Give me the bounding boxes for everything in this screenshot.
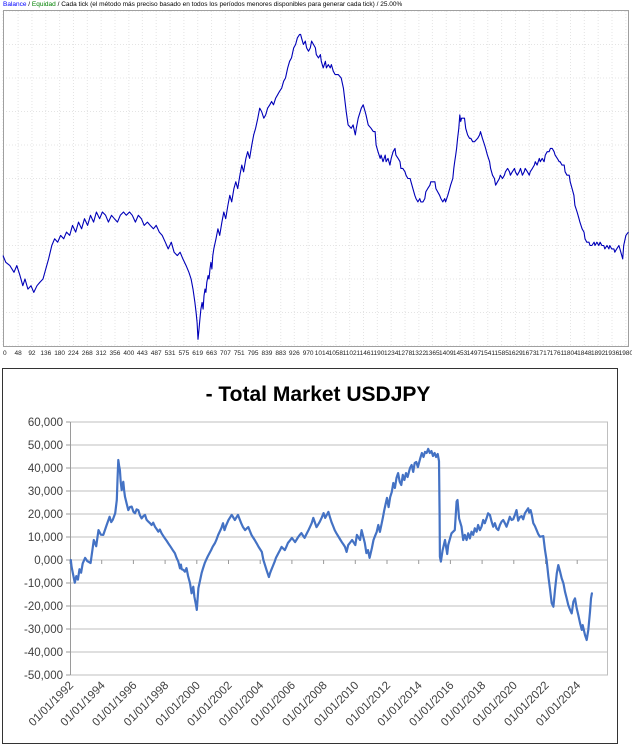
x-tick-label: 487: [151, 350, 162, 357]
equity-series-label: Equidad: [31, 1, 56, 8]
x-tick-label: 136: [40, 350, 51, 357]
y-tick-label: 60,000: [28, 417, 63, 429]
x-tick-label: 970: [303, 350, 314, 357]
x-tick-label: 443: [137, 350, 148, 357]
market-x-axis: [69, 560, 578, 564]
backtest-balance-chart: Balance / Equidad / Cada tick (el método…: [0, 0, 632, 364]
x-tick-label: 575: [178, 350, 189, 357]
x-tick-label: 1322: [412, 350, 427, 357]
x-tick-label: 1365: [425, 350, 440, 357]
x-tick-label: 707: [220, 350, 231, 357]
x-tick-label: 1804: [563, 350, 578, 357]
x-tick-label: 356: [110, 350, 121, 357]
backtest-plot-border: [3, 10, 629, 347]
x-tick-label: 1585: [494, 350, 509, 357]
market-chart-plot: - Total Market USDJPY 60,000 50,000 40,000 3…: [2, 368, 618, 744]
y-tick-label: 40,000: [28, 463, 63, 475]
y-tick-label: -40,000: [24, 647, 63, 659]
y-tick-label: -10,000: [24, 578, 63, 590]
x-tick-label: 1190: [370, 350, 384, 357]
x-tick-label: 883: [275, 350, 286, 357]
backtest-chart-legend: Balance / Equidad / Cada tick (el método…: [3, 1, 402, 8]
tick-model-label: Cada tick (el método más preciso basado …: [61, 1, 375, 8]
x-tick-label: 48: [14, 350, 22, 357]
x-tick-label: 268: [82, 350, 93, 357]
x-tick-label: 1278: [398, 350, 413, 357]
x-tick-label: 926: [289, 350, 300, 357]
x-tick-label: 1761: [550, 350, 565, 357]
x-tick-label: 92: [28, 350, 36, 357]
x-tick-label: 0: [3, 350, 7, 357]
balance-series-label: Balance: [3, 1, 27, 8]
x-tick-label: 619: [192, 350, 203, 357]
legend-separator: /: [55, 1, 62, 8]
x-tick-label: 1497: [467, 350, 482, 357]
y-tick-label: -20,000: [24, 601, 63, 613]
y-tick-label: -50,000: [24, 670, 63, 682]
legend-separator: /: [374, 1, 381, 8]
model-quality-value: 25.00%: [380, 1, 403, 8]
market-gridlines: [66, 421, 608, 676]
x-tick-label: 1980: [619, 350, 632, 357]
y-tick-label: 10,000: [28, 532, 63, 544]
x-tick-label: 224: [68, 350, 79, 357]
y-tick-label: 0,000: [34, 555, 63, 567]
x-tick-label: 1673: [522, 350, 537, 357]
backtest-gridlines: [2, 10, 629, 347]
balance-curve-plot: 0 48 92 136 180 224 268 312 356 400 443 487 531 575 61…: [2, 10, 632, 357]
x-tick-label: 1629: [508, 350, 523, 357]
x-tick-label: 1409: [439, 350, 454, 357]
x-tick-label: 1058: [329, 350, 344, 357]
x-tick-label: 1936: [605, 350, 620, 357]
x-tick-label: 1541: [481, 350, 496, 357]
backtest-x-axis-labels: 0 48 92 136 180 224 268 312 356 400 443 487 531 575 61…: [3, 350, 632, 357]
x-tick-label: 1453: [453, 350, 468, 357]
x-tick-label: 839: [261, 350, 272, 357]
x-tick-label: 1014: [315, 350, 330, 357]
y-tick-label: -30,000: [24, 624, 63, 636]
x-tick-label: 663: [206, 350, 217, 357]
x-tick-label: 1146: [357, 350, 371, 357]
x-tick-label: 1848: [577, 350, 592, 357]
x-tick-label: 1717: [536, 350, 551, 357]
market-y-axis-labels: 60,000 50,000 40,000 30,000 20,000 10,000 0,00…: [24, 417, 63, 682]
y-tick-label: 50,000: [28, 440, 63, 452]
y-tick-label: 20,000: [28, 509, 63, 521]
x-tick-label: 795: [248, 350, 259, 357]
market-chart-title: - Total Market USDJPY: [206, 383, 431, 406]
y-tick-label: 30,000: [28, 486, 63, 498]
x-tick-label: 1892: [591, 350, 606, 357]
balance-line: [2, 33, 629, 340]
market-chart-panel: - Total Market USDJPY 60,000 50,000 40,000 3…: [0, 368, 632, 746]
x-tick-label: 312: [96, 350, 107, 357]
x-tick-label: 180: [54, 350, 65, 357]
x-tick-label: 531: [165, 350, 176, 357]
legend-separator: /: [26, 1, 32, 8]
x-tick-label: 1102: [343, 350, 357, 357]
x-tick-label: 751: [234, 350, 245, 357]
x-tick-label: 1234: [384, 350, 399, 357]
market-panel-border: [2, 368, 618, 744]
x-tick-label: 400: [123, 350, 134, 357]
usdjpy-total-market-line: [69, 447, 594, 642]
